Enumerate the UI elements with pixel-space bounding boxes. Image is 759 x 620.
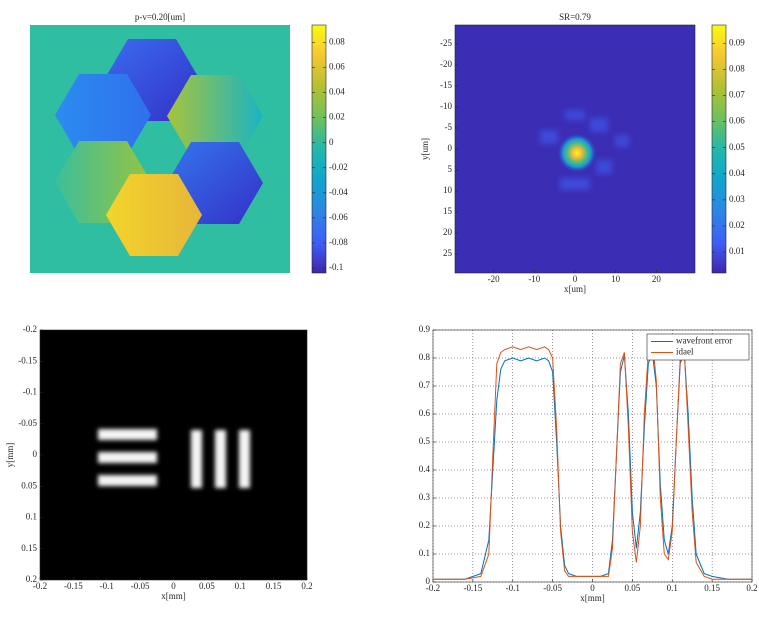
colorbar <box>712 25 726 273</box>
y-tick-label: 0.2 <box>419 520 430 530</box>
y-tick-label: -15 <box>440 80 452 90</box>
y-tick-label: 0.8 <box>419 352 431 362</box>
y-tick-label: -5 <box>445 122 453 132</box>
colorbar-tick-label: 0.02 <box>329 112 345 122</box>
y-tick-label: -25 <box>440 38 452 48</box>
colorbar-tick-label: 0.09 <box>729 37 745 47</box>
x-tick-label: 0.2 <box>746 583 757 593</box>
y-tick-label: 15 <box>443 206 453 216</box>
colorbar-tick-label: -0.08 <box>329 237 348 247</box>
y-tick-label: 0.5 <box>419 436 431 446</box>
x-tick-label: 0.05 <box>199 581 215 591</box>
y-tick-label: 0 <box>33 449 38 459</box>
colorbar-tick-label: 0 <box>329 137 334 147</box>
colorbar-tick-label: 0.03 <box>729 194 745 204</box>
legend-label: wavefront error <box>676 336 732 346</box>
x-tick-label: -0.15 <box>464 583 483 593</box>
colorbar-tick-label: 0.08 <box>729 63 745 73</box>
x-tick-label: 0.2 <box>301 581 312 591</box>
x-tick-label: 0 <box>573 274 578 284</box>
x-tick-label: 0.1 <box>235 581 246 591</box>
colorbar-tick-label: 0.06 <box>729 116 745 126</box>
colorbar-tick-label: -0.04 <box>329 187 348 197</box>
y-tick-label: 0.3 <box>419 492 431 502</box>
x-tick-label: -0.05 <box>543 583 562 593</box>
x-tick-label: -10 <box>528 274 540 284</box>
x-tick-label: 0.15 <box>266 581 282 591</box>
y-tick-label: 0 <box>448 143 453 153</box>
y-tick-label: 0.7 <box>419 380 431 390</box>
x-tick-label: -0.15 <box>64 581 83 591</box>
chart-title: p-v=0.20[um] <box>135 12 185 22</box>
x-tick-label: 0.1 <box>667 583 678 593</box>
x-axis-label: x[mm] <box>580 593 605 603</box>
x-tick-label: 10 <box>611 274 621 284</box>
colorbar-tick-label: 0.07 <box>729 90 745 100</box>
colorbar-tick-label: 0.04 <box>729 168 745 178</box>
y-tick-label: 0.4 <box>419 464 431 474</box>
y-tick-label: -0.2 <box>23 324 37 334</box>
colorbar-tick-label: 0.01 <box>729 246 745 256</box>
y-tick-label: 0.9 <box>419 324 431 334</box>
y-tick-label: 20 <box>443 227 453 237</box>
y-tick-label: 0.1 <box>26 512 37 522</box>
y-tick-label: -20 <box>440 59 452 69</box>
colorbar <box>312 25 326 273</box>
x-tick-label: 0.05 <box>625 583 641 593</box>
y-tick-label: -10 <box>440 101 452 111</box>
y-tick-label: 0 <box>426 576 431 586</box>
y-tick-label: 5 <box>448 164 453 174</box>
x-tick-label: 0 <box>171 581 176 591</box>
colorbar-tick-label: 0.05 <box>729 142 745 152</box>
colorbar-tick-label: -0.02 <box>329 162 348 172</box>
y-tick-label: 0.6 <box>419 408 431 418</box>
x-tick-label: -0.05 <box>131 581 150 591</box>
x-tick-label: 0.15 <box>704 583 720 593</box>
y-tick-label: -0.05 <box>18 418 37 428</box>
x-tick-label: 0 <box>590 583 595 593</box>
y-tick-label: 0.2 <box>26 574 37 584</box>
y-axis-label: y[mm] <box>5 443 15 468</box>
colorbar-tick-label: 0.06 <box>329 62 345 72</box>
y-tick-label: 0.1 <box>419 548 430 558</box>
y-axis-label: y[um] <box>420 138 430 160</box>
y-tick-label: 10 <box>443 185 453 195</box>
x-tick-label: -20 <box>488 274 500 284</box>
y-tick-label: 0.05 <box>21 480 37 490</box>
y-tick-label: 0.15 <box>21 543 37 553</box>
x-axis-label: x[um] <box>564 284 586 294</box>
x-tick-label: 20 <box>652 274 662 284</box>
y-tick-label: -0.1 <box>23 387 37 397</box>
colorbar-tick-label: 0.04 <box>329 87 345 97</box>
colorbar-tick-label: -0.06 <box>329 212 348 222</box>
colorbar-tick-label: 0.08 <box>329 37 345 47</box>
x-tick-label: -0.1 <box>506 583 520 593</box>
target-image <box>40 330 307 580</box>
page: {"chart_data":[ {"type":"image","title":… <box>0 0 759 615</box>
y-tick-label: 25 <box>443 248 453 258</box>
psf-image <box>455 25 695 273</box>
colorbar-tick-label: -0.1 <box>329 262 343 272</box>
figure: p-v=0.20[um] 0.08 0.06 0.04 0.02 0 -0.02 -0.04 -… <box>0 0 759 615</box>
y-tick-label: -0.15 <box>18 355 37 365</box>
colorbar-tick-label: 0.02 <box>729 220 745 230</box>
wavefront-image <box>30 25 290 273</box>
legend-label: idael <box>676 347 694 357</box>
x-axis-label: x[mm] <box>161 591 186 601</box>
x-tick-label: -0.1 <box>100 581 114 591</box>
chart-title: SR=0.79 <box>559 12 591 22</box>
